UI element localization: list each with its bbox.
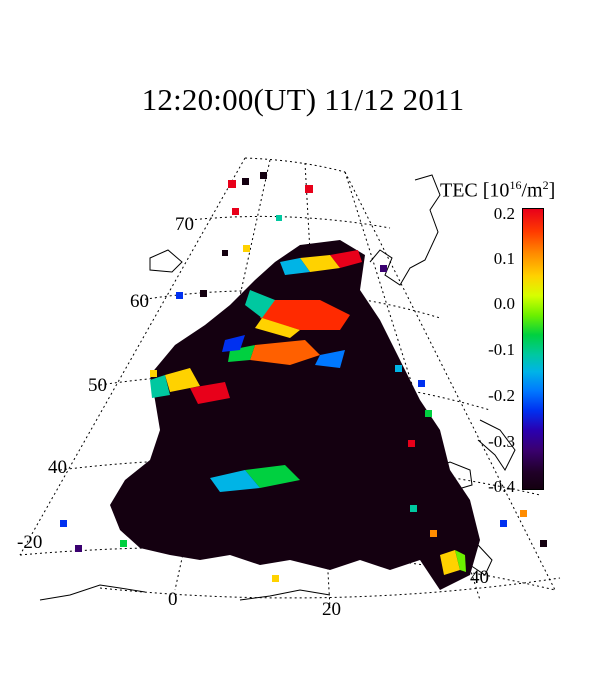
tec-scatter-points — [60, 172, 547, 582]
colorbar-label-end: ] — [548, 179, 556, 202]
colorbar-title: TEC [1016/m2] — [440, 178, 555, 203]
colorbar-tick: -0.1 — [488, 340, 515, 359]
colorbar-tick: 0.0 — [493, 294, 515, 313]
tec-low-region — [110, 240, 480, 590]
tec-band-top — [330, 250, 362, 268]
colorbar-tick: 0.1 — [493, 249, 515, 268]
map-title: 12:20:00(UT) 11/12 2011 — [141, 82, 465, 117]
latitude-label-70: 70 — [175, 214, 194, 235]
colorbar-label-unit: /m — [521, 179, 543, 202]
colorbar-tick: -0.2 — [488, 386, 515, 405]
tec-band-west — [190, 382, 230, 404]
tec-band-south — [245, 465, 300, 488]
longitude-label-20: 20 — [322, 599, 341, 620]
colorbar-label-exponent: 16 — [509, 178, 522, 192]
longitude-label-0: 0 — [168, 589, 178, 610]
latitude-label-60: 60 — [130, 291, 149, 312]
colorbar-tick: -0.4 — [488, 477, 515, 496]
colorbar-tick: -0.3 — [488, 432, 515, 451]
longitude-label-40: 40 — [470, 567, 489, 588]
colorbar — [522, 208, 544, 490]
colorbar-label-exponent-2: 2 — [542, 178, 549, 192]
latitude-label-40: 40 — [48, 457, 67, 478]
tec-data-layer — [110, 240, 480, 590]
tec-band-mid — [250, 340, 320, 365]
colorbar-tick: 0.2 — [493, 204, 515, 223]
longitude-label-minus-20: -20 — [17, 532, 43, 553]
tec-band-north — [260, 300, 350, 330]
colorbar-label-main: TEC [10 — [440, 179, 510, 202]
latitude-label-50: 50 — [88, 375, 107, 396]
